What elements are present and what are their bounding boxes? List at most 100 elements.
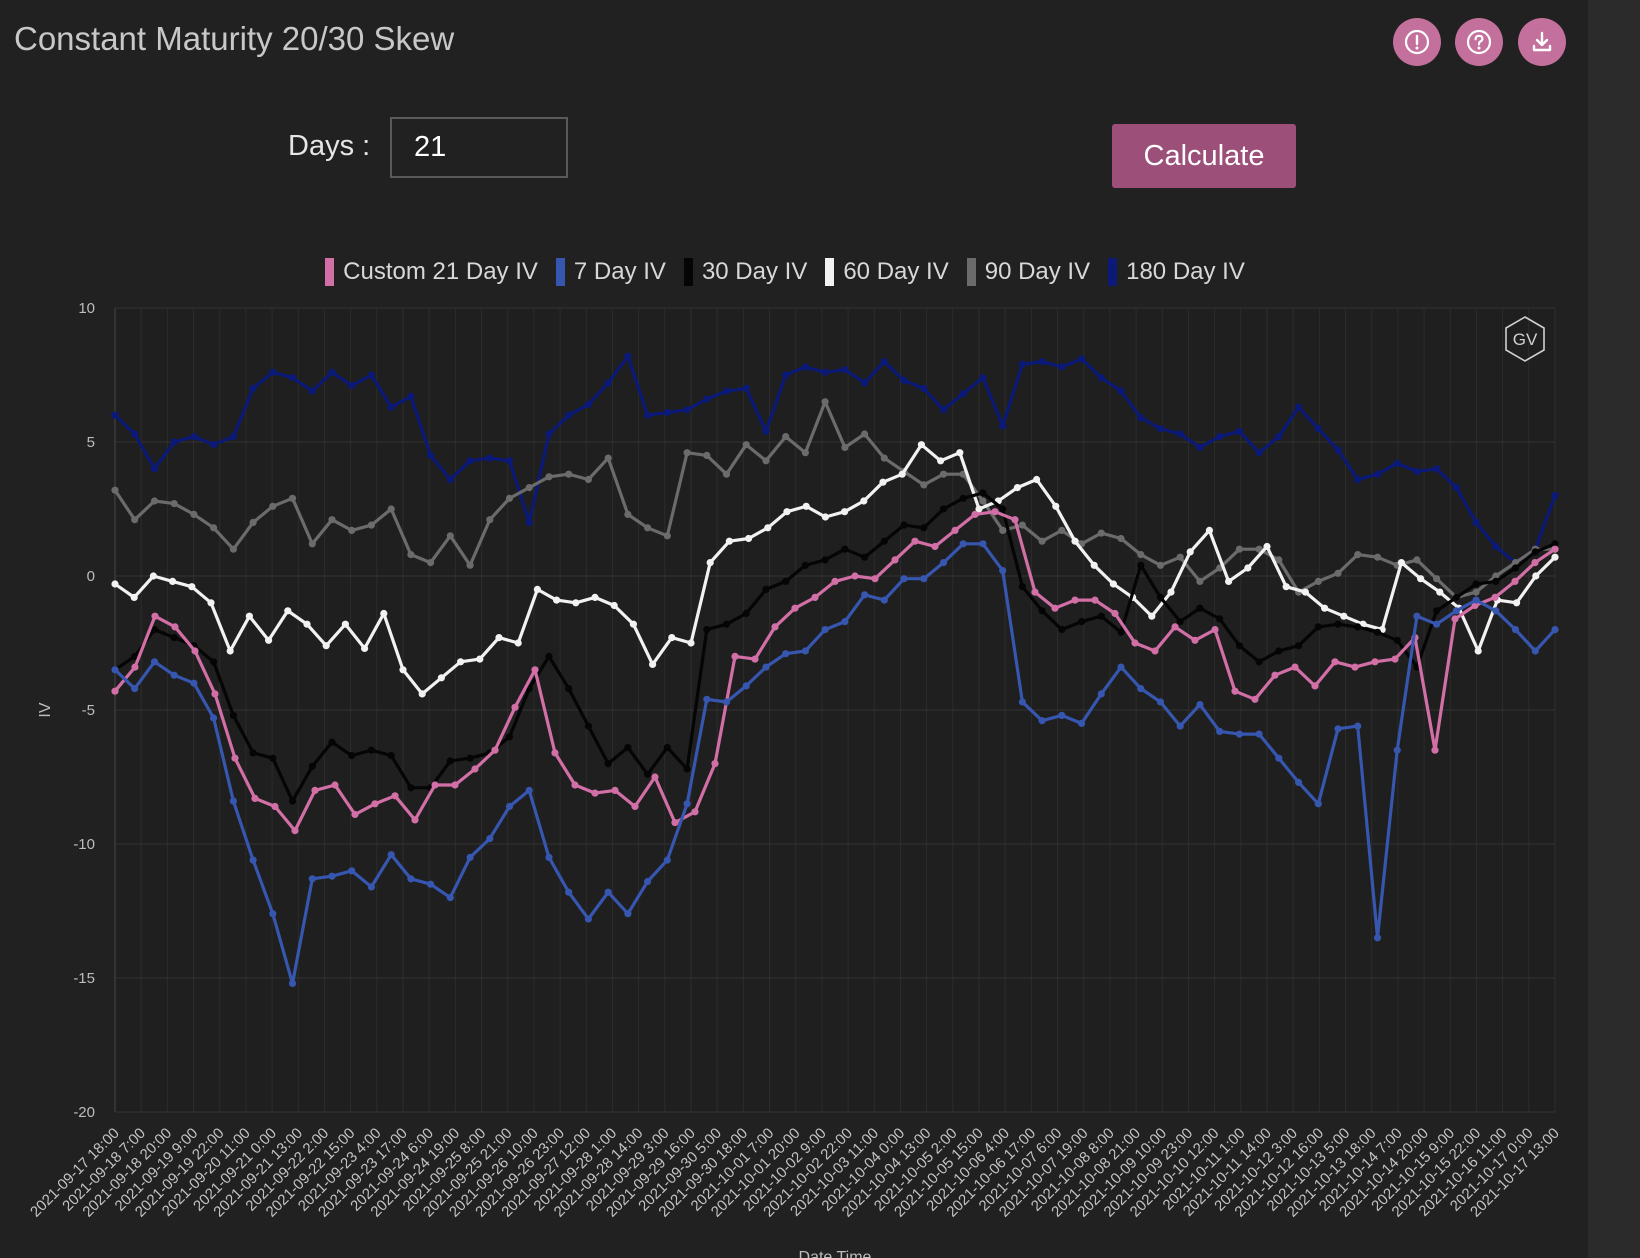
data-point bbox=[811, 593, 819, 602]
data-point bbox=[1097, 529, 1105, 537]
data-point bbox=[149, 572, 157, 580]
data-point bbox=[604, 760, 612, 768]
data-point bbox=[722, 698, 731, 706]
data-point bbox=[476, 655, 484, 663]
data-point bbox=[249, 518, 257, 527]
data-point bbox=[1472, 580, 1480, 588]
data-point bbox=[584, 722, 593, 730]
data-point bbox=[860, 497, 868, 505]
data-point bbox=[722, 387, 731, 395]
data-point bbox=[762, 457, 770, 465]
series-line bbox=[113, 542, 1557, 986]
data-point bbox=[1156, 561, 1165, 569]
data-point bbox=[131, 652, 139, 661]
data-point bbox=[841, 618, 849, 626]
alert-button[interactable] bbox=[1393, 18, 1441, 66]
data-point bbox=[880, 596, 888, 604]
legend-swatch bbox=[555, 258, 565, 286]
data-point bbox=[1492, 542, 1500, 551]
data-point bbox=[951, 526, 959, 535]
data-point bbox=[1354, 551, 1362, 559]
watermark-logo: GV bbox=[1505, 316, 1545, 362]
data-point bbox=[1031, 588, 1039, 596]
legend-item-custom-21-day-iv[interactable]: Custom 21 Day IV bbox=[325, 258, 538, 286]
data-point bbox=[466, 754, 474, 762]
legend-item-90-day-iv[interactable]: 90 Day IV bbox=[966, 258, 1090, 286]
days-label: Days : bbox=[288, 130, 371, 162]
help-button[interactable] bbox=[1455, 18, 1503, 66]
data-point bbox=[629, 620, 638, 628]
data-point bbox=[861, 430, 869, 438]
data-point bbox=[999, 505, 1007, 513]
data-point bbox=[979, 497, 987, 505]
data-point bbox=[525, 786, 533, 795]
data-point bbox=[1551, 626, 1559, 634]
data-point bbox=[545, 652, 553, 661]
data-point bbox=[691, 808, 699, 816]
data-point bbox=[1051, 604, 1059, 612]
data-point bbox=[288, 374, 297, 382]
data-point bbox=[418, 690, 426, 698]
data-point bbox=[111, 411, 119, 419]
data-point bbox=[821, 626, 829, 634]
data-point bbox=[1231, 687, 1239, 695]
data-point bbox=[841, 443, 849, 451]
download-button[interactable] bbox=[1518, 18, 1566, 66]
data-point bbox=[939, 406, 948, 414]
data-point bbox=[1472, 596, 1480, 604]
data-point bbox=[284, 607, 292, 615]
legend-swatch bbox=[683, 258, 693, 286]
data-point bbox=[1018, 583, 1026, 591]
data-point bbox=[387, 505, 395, 513]
data-point bbox=[269, 502, 277, 510]
data-point bbox=[1225, 577, 1233, 586]
data-point bbox=[1373, 553, 1382, 561]
legend-item-60-day-iv[interactable]: 60 Day IV bbox=[825, 258, 949, 286]
data-point bbox=[663, 408, 671, 417]
data-point bbox=[1038, 537, 1046, 545]
data-point bbox=[1334, 569, 1342, 577]
data-point bbox=[131, 663, 139, 671]
data-point bbox=[742, 682, 750, 690]
data-point bbox=[328, 516, 336, 524]
data-point bbox=[170, 671, 178, 679]
data-point bbox=[265, 636, 273, 644]
data-point bbox=[1513, 599, 1521, 607]
data-point bbox=[1491, 593, 1499, 602]
data-point bbox=[245, 612, 253, 620]
data-point bbox=[229, 545, 237, 553]
data-point bbox=[1393, 636, 1401, 644]
data-point bbox=[1255, 658, 1263, 666]
chart-legend: Custom 21 Day IV 7 Day IV 30 Day IV 60 Day … bbox=[0, 258, 1570, 286]
page-title: Constant Maturity 20/30 Skew bbox=[14, 20, 455, 57]
legend-item-30-day-iv[interactable]: 30 Day IV bbox=[683, 258, 807, 286]
data-point bbox=[821, 368, 829, 376]
data-point bbox=[565, 470, 573, 478]
data-point bbox=[663, 856, 671, 864]
data-point bbox=[1331, 658, 1339, 666]
y-tick-label: -10 bbox=[73, 836, 95, 853]
data-point bbox=[802, 502, 810, 510]
legend-item-180-day-iv[interactable]: 180 Day IV bbox=[1108, 258, 1245, 286]
data-point bbox=[150, 626, 159, 634]
data-point bbox=[801, 363, 810, 371]
data-point bbox=[150, 497, 159, 505]
data-point bbox=[1532, 572, 1540, 580]
data-point bbox=[545, 853, 553, 862]
data-point bbox=[1531, 559, 1539, 567]
data-point bbox=[1433, 607, 1441, 615]
data-point bbox=[1038, 607, 1046, 615]
data-point bbox=[572, 599, 580, 607]
data-point bbox=[651, 773, 659, 781]
data-point bbox=[1111, 609, 1119, 618]
data-point bbox=[1097, 612, 1105, 620]
legend-item-7-day-iv[interactable]: 7 Day IV bbox=[555, 258, 666, 286]
x-axis-title: Date Time bbox=[799, 1249, 872, 1258]
data-point bbox=[288, 797, 297, 805]
days-input[interactable] bbox=[390, 117, 568, 178]
data-point bbox=[170, 500, 178, 508]
data-point bbox=[311, 786, 319, 795]
data-point bbox=[1393, 746, 1401, 754]
data-point bbox=[1451, 615, 1459, 623]
calculate-button[interactable]: Calculate bbox=[1112, 124, 1296, 188]
